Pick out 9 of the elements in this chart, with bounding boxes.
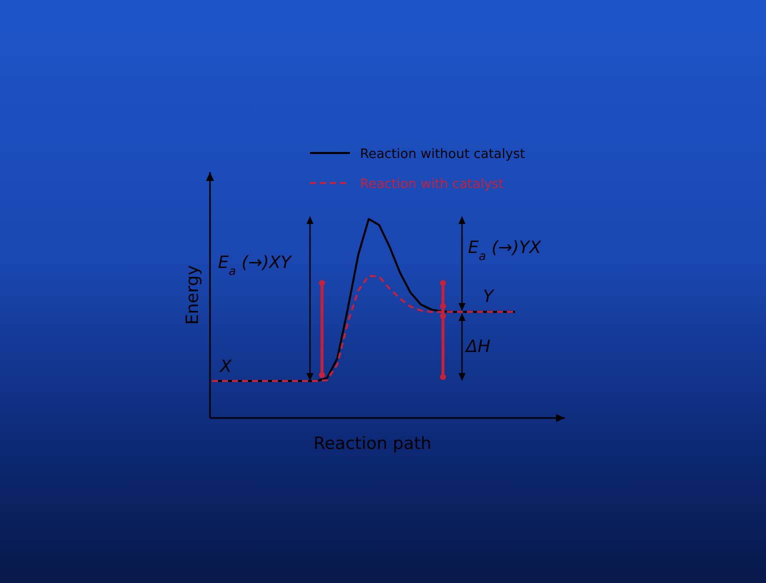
legend-label: Reaction with catalyst	[360, 177, 504, 192]
annotation: X	[219, 357, 232, 377]
annotation: E$_{a}$ (→)YX	[468, 238, 542, 263]
legend-label: Reaction without catalyst	[360, 147, 525, 162]
annotation: Y	[483, 287, 495, 307]
x-axis-title: Reaction path	[314, 434, 432, 454]
y-axis-title: Energy	[183, 265, 203, 325]
annotation: E$_{a}$ (→)XY	[218, 253, 293, 278]
annotation: ΔH	[464, 337, 491, 357]
